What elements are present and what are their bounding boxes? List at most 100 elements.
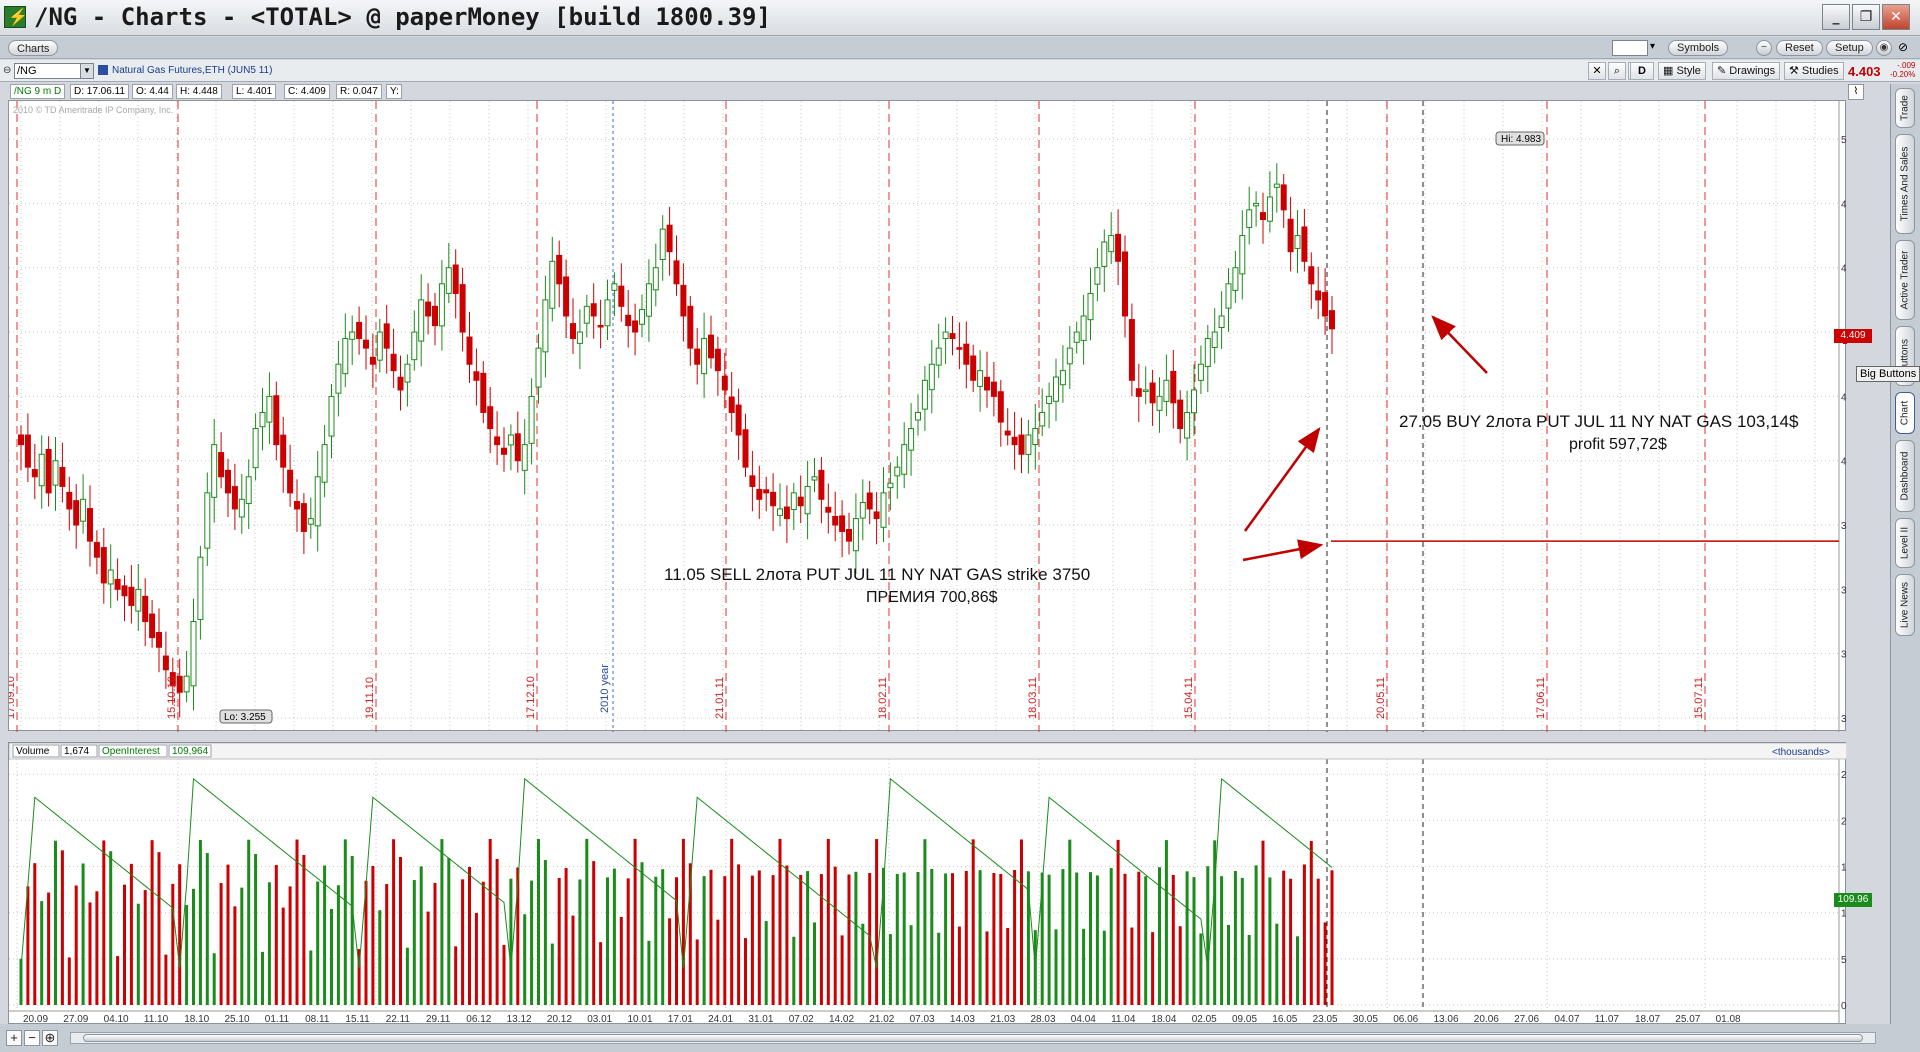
volume-bar — [240, 887, 244, 1005]
candle-body — [1087, 292, 1094, 321]
drawings-button[interactable]: ✎ Drawings — [1712, 62, 1781, 80]
style-label: Style — [1676, 65, 1701, 77]
volume-bar — [1082, 928, 1086, 1005]
volume-bar — [1185, 871, 1189, 1005]
symbol-dropdown-icon[interactable]: ▼ — [80, 64, 93, 78]
volume-bar — [1296, 936, 1299, 1005]
date-tick-label: 16.05 — [1272, 1014, 1297, 1025]
color-swatch[interactable] — [1612, 40, 1648, 56]
window-title: /NG - Charts - <TOTAL> @ paperMoney [bui… — [34, 3, 771, 31]
volume-bar — [695, 939, 699, 1005]
price-tick-label: 4 — [1841, 457, 1847, 468]
expiry-label: 17.09.10 — [9, 676, 17, 719]
annotation-arrow — [1242, 539, 1324, 562]
close-button[interactable]: ✕ — [1882, 4, 1910, 30]
chart-mode-icon[interactable]: ⌇ — [1848, 84, 1864, 100]
maximize-button[interactable]: ❐ — [1852, 4, 1880, 30]
zoom-out-icon[interactable]: − — [24, 1030, 40, 1046]
price-tick-label: 3.4 — [1841, 650, 1847, 661]
horizontal-scrollbar[interactable] — [70, 1032, 1876, 1044]
candle-body — [783, 506, 790, 520]
side-tab-chart[interactable]: Chart — [1895, 392, 1915, 434]
side-tab-trade[interactable]: Trade — [1895, 88, 1915, 128]
range-value: R: 0.047 — [336, 84, 382, 99]
fit-icon[interactable]: ⊕ — [42, 1030, 58, 1046]
volume-tick-label: 200 — [1841, 816, 1847, 827]
link-icon[interactable]: ⊘ — [1898, 40, 1909, 54]
side-tab-live-news[interactable]: Live News — [1895, 574, 1915, 636]
copyright-text: 2010 © TD Ameritrade IP Company, Inc. — [13, 105, 173, 115]
symbol-input[interactable]: /NG ▼ — [14, 63, 94, 79]
candle-body — [252, 428, 259, 469]
minimize-button[interactable]: _ — [1822, 4, 1850, 30]
price-chart-pane[interactable]: 2010 © TD Ameritrade IP Company, Inc. 5 4… — [5, 100, 1881, 732]
minus-circle-icon[interactable]: − — [1756, 40, 1772, 56]
volume-bar — [750, 875, 754, 1005]
d-button[interactable]: D — [1630, 62, 1654, 80]
volume-bar — [95, 891, 99, 1005]
y-value: Y: — [386, 84, 402, 99]
units-label: <thousands> — [1772, 747, 1830, 758]
candle-body — [480, 372, 487, 413]
tab-charts[interactable]: Charts — [8, 40, 59, 56]
side-tab-dashboard[interactable]: Dashboard — [1895, 440, 1915, 512]
settings-circle-icon[interactable]: ◉ — [1876, 40, 1892, 56]
side-tab-times-sales[interactable]: Times And Sales — [1895, 134, 1915, 234]
volume-pane[interactable]: 250 200 150 100 50 0 20.09 27.09 04.10 11.10 18.1… — [8, 742, 1858, 1025]
volume-bar — [1130, 927, 1134, 1005]
studies-button[interactable]: ⚒ Studies — [1784, 62, 1844, 80]
trade-annotations — [1242, 315, 1839, 562]
window-titlebar: /NG - Charts - <TOTAL> @ paperMoney [bui… — [0, 0, 1920, 36]
volume-bar — [840, 935, 844, 1005]
candle-body — [280, 434, 287, 468]
volume-bar — [495, 859, 499, 1005]
volume-bar — [882, 867, 885, 1005]
studies-label: Studies — [1801, 65, 1839, 77]
swatch-dropdown-icon[interactable]: ▾ — [1650, 41, 1656, 52]
candle-body — [714, 348, 721, 372]
candle-body — [1046, 395, 1053, 405]
candle-body — [1128, 319, 1135, 381]
scrollbar-thumb[interactable] — [83, 1034, 1863, 1042]
symbols-button[interactable]: Symbols — [1668, 40, 1729, 56]
symbol-description: Natural Gas Futures,ETH (JUN5 11) — [112, 65, 273, 76]
candle-body — [273, 395, 280, 446]
candle-body — [887, 482, 894, 489]
side-tab-active-trader[interactable]: Active Trader — [1895, 240, 1915, 320]
date-tick-label: 11.07 — [1595, 1014, 1620, 1025]
candle-body — [211, 444, 218, 498]
candle-body — [1059, 370, 1066, 386]
setup-button[interactable]: Setup — [1826, 40, 1873, 56]
candle-body — [1177, 399, 1184, 430]
expand-icon[interactable]: ⊖ — [3, 65, 12, 76]
volume-bar — [1089, 872, 1092, 1005]
crosshair-icon[interactable]: ✕ — [1588, 62, 1606, 80]
candle-body — [701, 337, 708, 375]
open-value: O: 4.44 — [132, 84, 173, 99]
candle-body — [369, 356, 376, 365]
candle-body — [52, 460, 59, 486]
volume-bar — [1199, 933, 1203, 1005]
candle-body — [418, 299, 425, 342]
candle-body — [921, 379, 928, 410]
candle-body — [590, 303, 597, 317]
candle-body — [231, 486, 238, 510]
expiry-label: 15.04.11 — [1183, 677, 1195, 719]
profit-annotation: profit 597,72$ — [1569, 436, 1667, 453]
zoom-in-icon[interactable]: + — [6, 1030, 22, 1046]
side-tab-level-ii[interactable]: Level II — [1895, 518, 1915, 568]
date-tick-label: 04.04 — [1071, 1014, 1096, 1025]
reset-button[interactable]: Reset — [1776, 40, 1823, 56]
side-tab-label: Level II — [1899, 526, 1911, 560]
magnifier-icon[interactable]: ⌕ — [1608, 62, 1626, 80]
candle-body — [804, 485, 811, 515]
volume-bar — [26, 886, 30, 1005]
candle-body — [204, 492, 211, 549]
candle-body — [1301, 226, 1308, 262]
volume-bar — [557, 877, 561, 1005]
candle-body — [839, 515, 846, 532]
period-label[interactable]: /NG 9 m D — [10, 84, 66, 99]
volume-bar — [730, 838, 734, 1005]
candle-body — [197, 556, 204, 620]
style-button[interactable]: ▦ Style — [1658, 62, 1706, 80]
